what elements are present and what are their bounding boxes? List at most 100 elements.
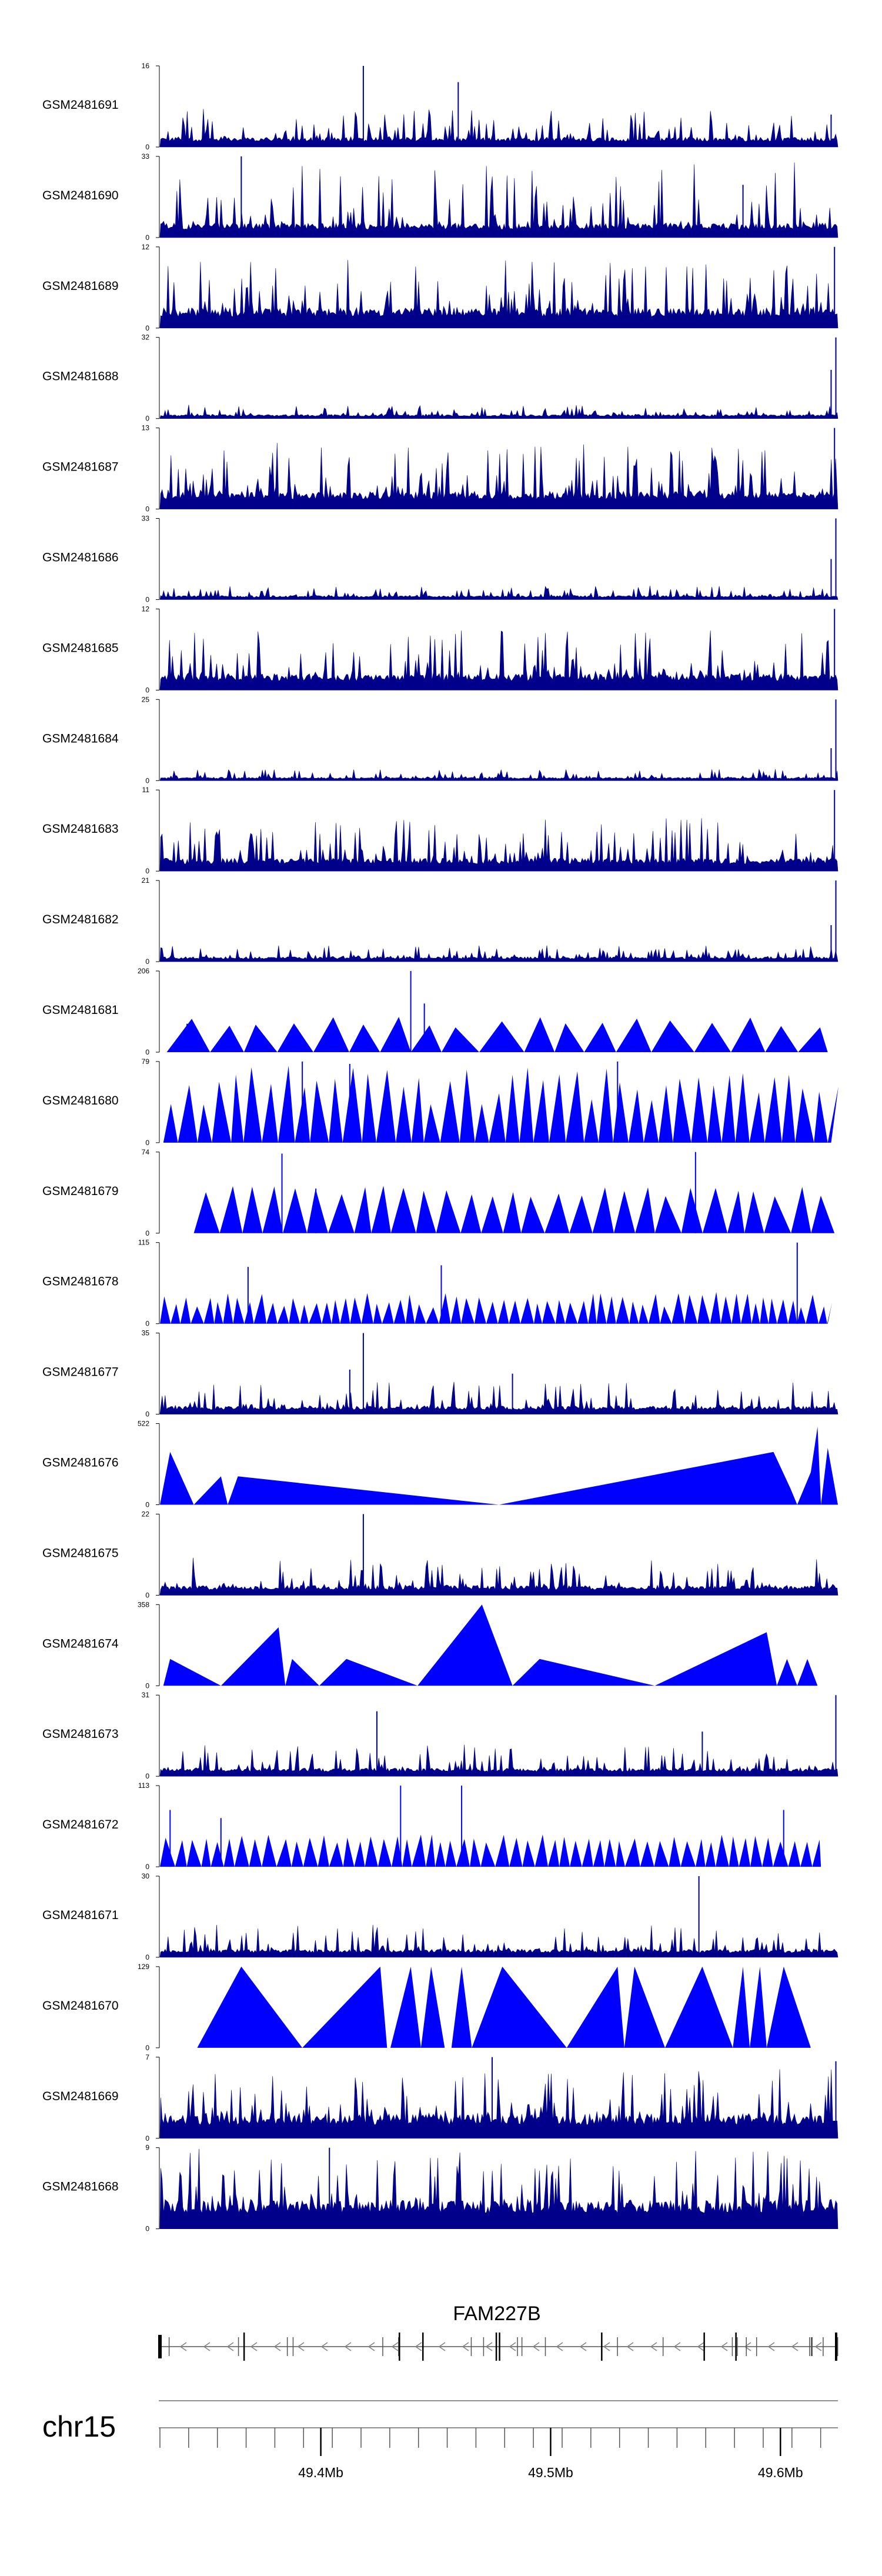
track-GSM2481670: GSM2481670 129 0 [42,1963,811,2052]
strand-chevron-icon [814,2342,822,2351]
track-GSM2481676: GSM2481676 522 0 [42,1420,838,1509]
y-min-label: 0 [145,596,149,604]
y-min-label: 0 [145,1229,149,1237]
y-min-label: 0 [145,1048,149,1056]
strand-chevron-icon [509,2342,516,2351]
strand-chevron-icon [226,2342,234,2351]
y-min-label: 0 [145,2044,149,2052]
track-label: GSM2481677 [42,1366,119,1379]
track-label: GSM2481672 [42,1818,119,1831]
y-min-label: 0 [145,867,149,875]
track-GSM2481681: GSM2481681 206 0 [42,967,828,1056]
y-max-label: 113 [138,1781,149,1790]
y-min-label: 0 [145,415,149,423]
y-min-label: 0 [145,1863,149,1871]
signal-area [160,1292,833,1324]
track-GSM2481675: GSM2481675 22 0 [42,1510,838,1599]
y-min-label: 0 [145,1410,149,1419]
track-label: GSM2481670 [42,1999,119,2013]
y-min-label: 0 [145,1681,149,1690]
y-min-label: 0 [145,1772,149,1780]
y-max-label: 206 [138,967,149,975]
track-label: GSM2481678 [42,1275,119,1289]
y-max-label: 11 [142,786,150,794]
y-min-label: 0 [145,505,149,513]
track-GSM2481687: GSM2481687 13 0 [42,424,838,513]
y-max-label: 33 [142,152,150,161]
signal-area [159,2148,838,2229]
strand-chevron-icon [603,2342,610,2351]
signal-area [197,1966,811,2048]
y-min-label: 0 [145,957,149,966]
axis-tick-label: 49.4Mb [298,2465,343,2480]
y-min-label: 0 [145,1320,149,1328]
signal-area [193,1186,835,1233]
track-label: GSM2481680 [42,1094,119,1107]
y-min-label: 0 [145,143,149,151]
axis-ticks: 49.4Mb 49.5Mb 49.6Mb [159,2428,821,2480]
gene-model-FAM227B[interactable] [158,2333,838,2361]
track-GSM2481690: GSM2481690 33 0 [42,152,838,242]
signal-area [166,1017,828,1052]
track-label: GSM2481675 [42,1546,119,1560]
y-min-label: 0 [145,2225,149,2233]
strand-chevron-icon [391,2342,399,2351]
track-label: GSM2481676 [42,1456,119,1470]
gene-exon [835,2333,837,2361]
track-GSM2481684: GSM2481684 25 0 [42,695,838,785]
track-label: GSM2481687 [42,461,119,474]
y-max-label: 30 [142,1872,150,1880]
y-max-label: 32 [142,333,150,342]
track-GSM2481680: GSM2481680 79 0 [42,1057,838,1147]
y-min-label: 0 [145,233,149,242]
signal-area [159,1744,838,1777]
strand-chevron-icon [579,2342,587,2351]
track-label: GSM2481681 [42,1003,119,1017]
strand-chevron-icon [767,2342,775,2351]
track-label: GSM2481684 [42,732,119,745]
track-GSM2481683: GSM2481683 11 0 [42,786,838,875]
strand-chevron-icon [673,2342,681,2351]
strand-chevron-icon [179,2342,187,2351]
signal-area [159,405,838,419]
genome-axis: chr15 49.4Mb 49.5Mb 49.6Mb [42,2400,838,2480]
axis-tick-label: 49.6Mb [758,2465,803,2480]
track-label: GSM2481686 [42,551,119,565]
y-min-label: 0 [145,776,149,785]
track-label: GSM2481668 [42,2180,119,2194]
y-max-label: 12 [142,243,150,251]
y-max-label: 31 [142,1691,150,1699]
track-label: GSM2481673 [42,1727,119,1741]
track-label: GSM2481669 [42,2090,119,2103]
y-max-label: 16 [142,62,150,70]
signal-area [159,945,838,962]
y-min-label: 0 [145,1591,149,1599]
strand-chevron-icon [650,2342,657,2351]
y-max-label: 7 [145,2053,149,2061]
y-max-label: 74 [142,1148,150,1156]
strand-chevron-icon [203,2342,211,2351]
strand-chevron-icon [344,2342,352,2351]
track-GSM2481685: GSM2481685 12 0 [42,605,838,694]
strand-chevron-icon [273,2342,281,2351]
track-label: GSM2481690 [42,189,119,202]
track-GSM2481673: GSM2481673 31 0 [42,1691,838,1780]
track-GSM2481682: GSM2481682 21 0 [42,876,838,966]
y-min-label: 0 [145,324,149,332]
signal-area [159,768,838,781]
track-GSM2481668: GSM2481668 9 0 [42,2144,838,2233]
strand-chevron-icon [368,2342,375,2351]
signal-area [159,443,838,509]
gene-track: FAM227B [158,2303,838,2361]
track-GSM2481669: GSM2481669 7 0 [42,2053,838,2143]
signal-area [159,260,838,329]
strand-chevron-icon [744,2342,751,2351]
signal-area [160,1427,838,1505]
track-label: GSM2481685 [42,641,119,655]
track-GSM2481688: GSM2481688 32 0 [42,333,838,423]
y-min-label: 0 [145,1953,149,1961]
strand-chevron-icon [532,2342,540,2351]
y-max-label: 79 [142,1057,150,1066]
strand-chevron-icon [415,2342,422,2351]
track-GSM2481674: GSM2481674 358 0 [42,1600,818,1690]
